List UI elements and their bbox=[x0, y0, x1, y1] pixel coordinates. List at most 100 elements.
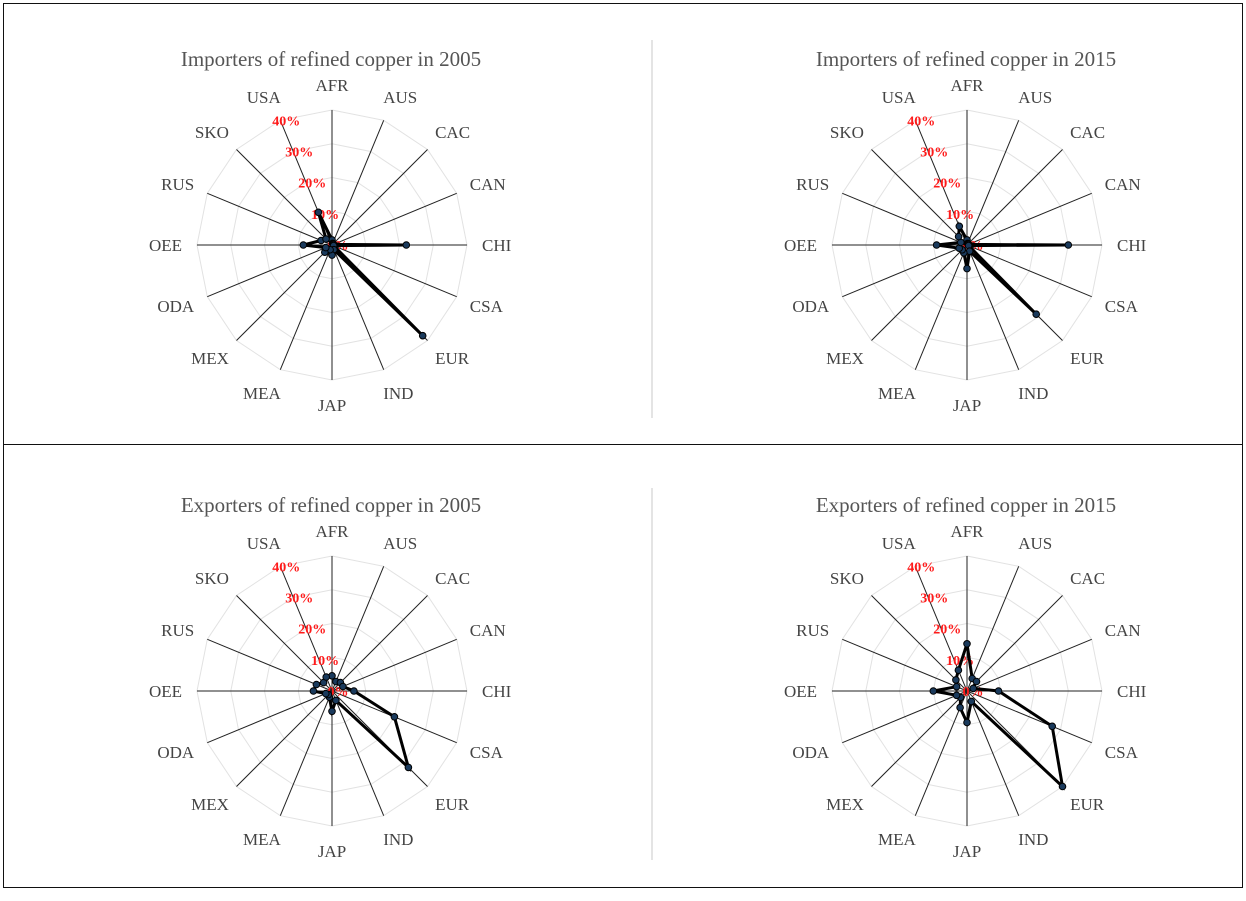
axis-line bbox=[871, 690, 968, 787]
data-point bbox=[314, 208, 323, 217]
category-label: USA bbox=[882, 88, 917, 107]
radar-chart-panel: Exporters of refined copper in 2005 AFR A… bbox=[50, 481, 610, 901]
tick-label: 30% bbox=[285, 592, 313, 607]
axis-line bbox=[207, 690, 333, 744]
tick-label: 40% bbox=[907, 114, 935, 129]
data-point bbox=[418, 331, 427, 340]
category-label: USA bbox=[247, 88, 282, 107]
chart-title: Importers of refined copper in 2005 bbox=[181, 47, 481, 71]
category-label: AFR bbox=[950, 76, 984, 95]
data-points bbox=[309, 672, 413, 772]
category-label: USA bbox=[882, 534, 917, 553]
tick-label: 20% bbox=[298, 623, 326, 638]
data-point bbox=[1048, 722, 1057, 731]
axis-line bbox=[966, 566, 1020, 692]
data-point bbox=[929, 687, 938, 695]
category-label: SKO bbox=[195, 123, 229, 142]
data-point bbox=[1064, 241, 1073, 249]
axis-line bbox=[871, 149, 968, 246]
category-label: JAP bbox=[318, 396, 346, 415]
data-point bbox=[309, 687, 318, 695]
category-label: IND bbox=[383, 830, 413, 849]
axis-line bbox=[966, 690, 1020, 816]
axis-line bbox=[966, 192, 1092, 246]
category-label: AUS bbox=[1018, 88, 1052, 107]
axis-line bbox=[331, 244, 385, 370]
radar-chart-svg: Exporters of refined copper in 2005 AFRA… bbox=[149, 493, 512, 861]
category-label: CSA bbox=[470, 743, 504, 762]
vertical-separator-bottom bbox=[651, 488, 653, 860]
axis-line bbox=[871, 595, 968, 692]
category-label: MEA bbox=[243, 830, 282, 849]
axis-line bbox=[331, 595, 428, 692]
category-label: CHI bbox=[482, 682, 512, 701]
axis-line bbox=[966, 244, 1020, 370]
tick-label: 20% bbox=[933, 623, 961, 638]
category-label: CAC bbox=[435, 123, 470, 142]
vertical-separator-top bbox=[651, 40, 653, 418]
axis-line bbox=[331, 690, 428, 787]
axis-line bbox=[236, 690, 333, 787]
axis-line bbox=[331, 566, 385, 692]
data-point bbox=[322, 673, 331, 681]
axis-line bbox=[331, 244, 457, 298]
category-label: EUR bbox=[1070, 795, 1105, 814]
data-point bbox=[404, 763, 413, 772]
tick-label: 10% bbox=[946, 208, 974, 223]
data-point bbox=[932, 241, 941, 249]
data-point bbox=[994, 687, 1003, 695]
chart-title: Importers of refined copper in 2015 bbox=[816, 47, 1116, 71]
category-label: RUS bbox=[161, 175, 194, 194]
tick-label: 30% bbox=[920, 146, 948, 161]
category-label: MEX bbox=[826, 349, 864, 368]
axis-line bbox=[966, 595, 1063, 692]
category-label: CAC bbox=[1070, 569, 1105, 588]
radar-chart-panel: Importers of refined copper in 2015 AFR A… bbox=[685, 35, 1245, 455]
axis-line bbox=[207, 638, 333, 692]
data-point bbox=[312, 680, 321, 689]
category-label: CAN bbox=[470, 621, 506, 640]
category-label: CHI bbox=[482, 236, 512, 255]
category-label: MEX bbox=[191, 795, 229, 814]
data-point bbox=[963, 264, 971, 273]
tick-label: 30% bbox=[920, 592, 948, 607]
radar-chart-panel: Importers of refined copper in 2005 AFR A… bbox=[50, 35, 610, 455]
axis-line bbox=[966, 120, 1020, 246]
data-point bbox=[963, 640, 971, 648]
axis-line bbox=[331, 690, 385, 816]
data-point bbox=[322, 243, 330, 252]
radar-chart-svg: Importers of refined copper in 2015 AFR A… bbox=[784, 47, 1147, 415]
data-point bbox=[972, 677, 981, 686]
category-label: SKO bbox=[830, 123, 864, 142]
data-point bbox=[952, 691, 961, 700]
category-label: CAC bbox=[435, 569, 470, 588]
data-points bbox=[932, 222, 1073, 319]
tick-label: 40% bbox=[272, 560, 300, 575]
data-point bbox=[322, 689, 330, 698]
axis-line bbox=[236, 149, 333, 246]
chart-title: Exporters of refined copper in 2015 bbox=[816, 493, 1116, 517]
axis-line bbox=[279, 244, 333, 370]
axis-line bbox=[331, 120, 385, 246]
category-label: ODA bbox=[792, 743, 830, 762]
data-point bbox=[299, 241, 308, 249]
category-label: IND bbox=[1018, 830, 1048, 849]
category-label: MEX bbox=[826, 795, 864, 814]
category-label: CHI bbox=[1117, 236, 1147, 255]
category-label: CAN bbox=[1105, 621, 1141, 640]
data-point bbox=[1058, 782, 1067, 791]
axis-line bbox=[279, 566, 333, 692]
axis-line bbox=[842, 192, 968, 246]
axis-line bbox=[236, 244, 333, 341]
axis-line bbox=[966, 638, 1092, 692]
data-point bbox=[1032, 310, 1041, 319]
data-point bbox=[956, 703, 964, 712]
horizontal-divider bbox=[4, 444, 1242, 445]
axis-line bbox=[331, 192, 457, 246]
data-point bbox=[967, 697, 976, 706]
category-label: IND bbox=[1018, 384, 1048, 403]
tick-label: 20% bbox=[298, 177, 326, 192]
data-points bbox=[299, 208, 427, 340]
category-label: AFR bbox=[315, 522, 349, 541]
axis-line bbox=[966, 690, 1092, 744]
